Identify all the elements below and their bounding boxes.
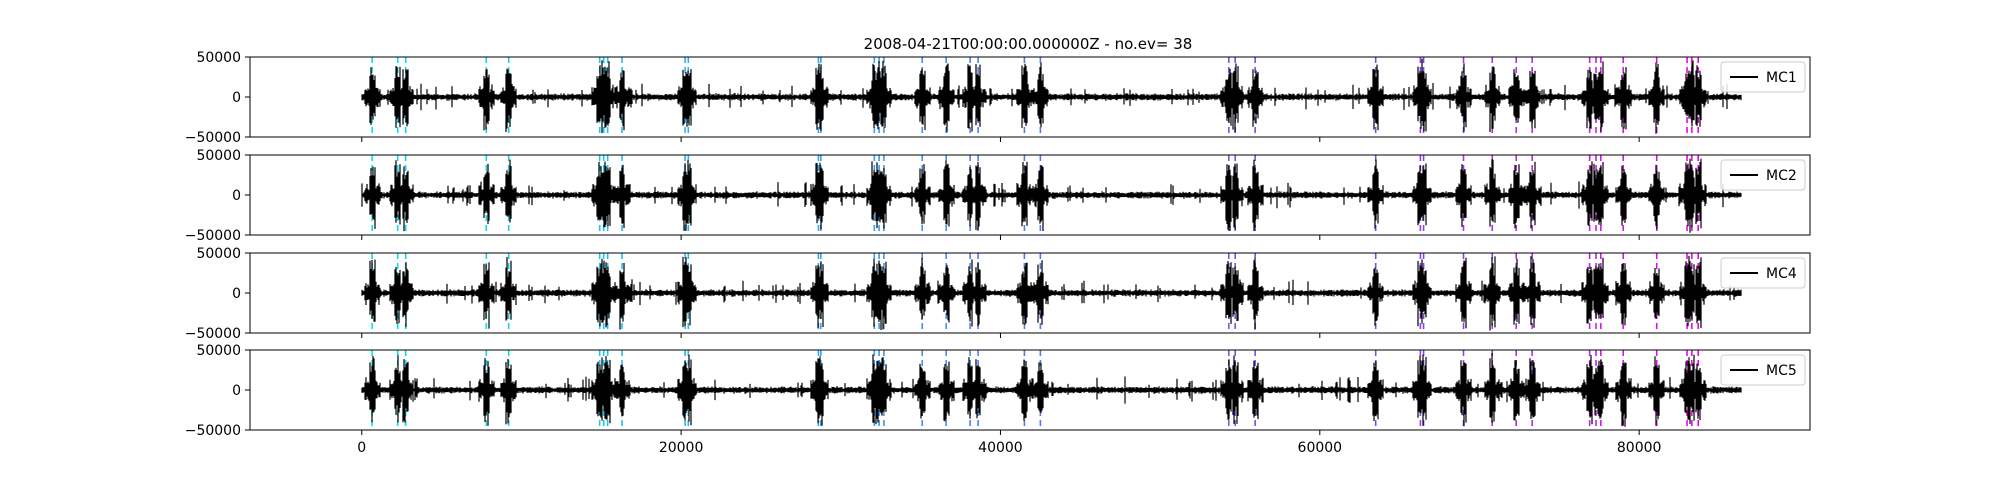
waveform-mc2 <box>361 158 1742 233</box>
panel-mc4: 50000 0 −50000 MC4 <box>185 246 1811 342</box>
legend-box <box>1720 159 1806 191</box>
waveform-mc4 <box>361 255 1742 331</box>
x-tick-label: 0 <box>357 440 366 456</box>
y-tick-label: −50000 <box>185 326 241 342</box>
y-tick-label: 50000 <box>196 246 241 262</box>
y-tick-label: 50000 <box>196 343 241 359</box>
x-axis: 0 20000 40000 60000 80000 <box>357 440 1661 456</box>
y-tick-label: 0 <box>232 286 241 302</box>
y-tick-label: 50000 <box>196 148 241 164</box>
panel-mc2: 50000 0 −50000 MC2 <box>185 148 1811 244</box>
waveform-mc1 <box>361 58 1742 134</box>
panel-mc5: 50000 0 −50000 MC5 <box>185 343 1811 439</box>
y-tick-label: 50000 <box>196 50 241 66</box>
chart-title: 2008-04-21T00:00:00.000000Z - no.ev= 38 <box>864 35 1193 53</box>
y-tick-label: −50000 <box>185 423 241 439</box>
legend-label: MC4 <box>1766 266 1797 282</box>
y-tick-label: 0 <box>232 90 241 106</box>
legend-label: MC1 <box>1766 70 1797 86</box>
y-tick-label: 0 <box>232 383 241 399</box>
legend-box <box>1720 61 1806 93</box>
legend-box <box>1720 257 1806 289</box>
y-tick-label: 0 <box>232 188 241 204</box>
panel-mc1: 50000 0 −50000 MC1 <box>185 50 1811 146</box>
legend-label: MC5 <box>1766 363 1797 379</box>
y-tick-label: −50000 <box>185 130 241 146</box>
x-tick-label: 60000 <box>1298 440 1343 456</box>
panels-group: 50000 0 −50000 MC1 50000 0 −50000 MC2 50000 0 −500… <box>185 50 1811 439</box>
x-tick-label: 80000 <box>1617 440 1662 456</box>
x-tick-label: 40000 <box>978 440 1023 456</box>
legend-box <box>1720 354 1806 386</box>
waveform-mc5 <box>361 353 1742 427</box>
legend-label: MC2 <box>1766 168 1797 184</box>
y-tick-label: −50000 <box>185 228 241 244</box>
x-tick-label: 20000 <box>659 440 704 456</box>
